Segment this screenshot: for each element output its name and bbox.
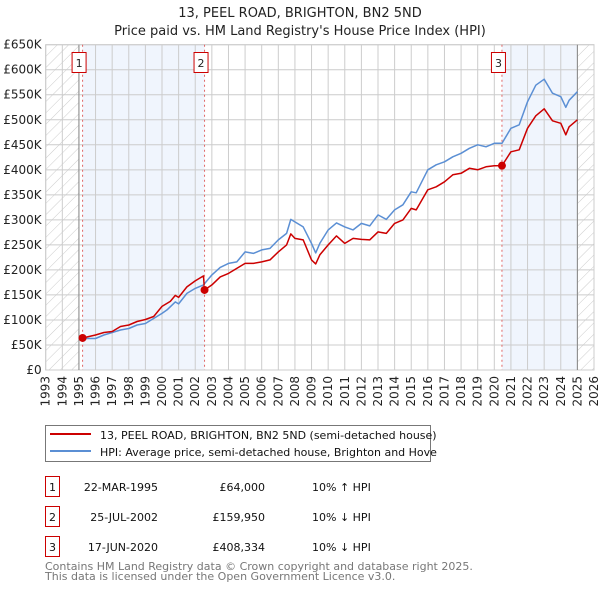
sale-date: 25-JUL-2002 <box>90 511 158 524</box>
sale-marker-box <box>193 52 209 73</box>
shaded-period <box>501 44 578 370</box>
y-tick-label: £0 <box>26 363 41 377</box>
x-tick-label: 2006 <box>255 376 269 407</box>
x-tick-label: 2014 <box>388 376 402 407</box>
y-tick-label: £150K <box>3 288 43 302</box>
x-tick-label: 2001 <box>172 376 186 407</box>
x-tick-label: 2011 <box>338 376 352 407</box>
x-tick-label: 2002 <box>188 376 202 407</box>
x-tick-label: 1994 <box>55 376 69 407</box>
x-tick-label: 2003 <box>205 376 219 407</box>
x-tick-label: 2010 <box>321 376 335 407</box>
sale-hpi-diff: 10% ↓ HPI <box>312 541 371 554</box>
sale-marker-box <box>71 52 87 73</box>
legend-box <box>45 425 431 462</box>
sale-number-box <box>45 536 60 557</box>
hatched-period <box>577 44 594 370</box>
sale-number: 1 <box>49 481 56 494</box>
x-tick-label: 2004 <box>221 376 235 407</box>
chart-title: 13, PEEL ROAD, BRIGHTON, BN2 5ND <box>178 6 422 21</box>
x-tick-label: 2013 <box>371 376 385 407</box>
footer-copyright: Contains HM Land Registry data © Crown c… <box>45 560 473 573</box>
sales-table: 1 22-MAR-1995 £64,000 10% ↑ HPI 2 25-JUL-2002… <box>45 476 371 557</box>
x-tick-label: 1996 <box>89 376 103 407</box>
x-tick-label: 2020 <box>487 376 501 407</box>
plot-border <box>45 44 595 371</box>
x-tick-label: 2012 <box>354 376 368 407</box>
y-tick-label: £600K <box>3 63 43 77</box>
y-tick-label: £550K <box>3 88 43 102</box>
y-tick-label: £400K <box>3 163 43 177</box>
y-tick-label: £650K <box>3 38 43 52</box>
sale-price: £159,950 <box>213 511 266 524</box>
x-tick-label: 2016 <box>421 376 435 407</box>
sale-price: £64,000 <box>220 481 266 494</box>
x-tick-label: 2018 <box>454 376 468 407</box>
sale-number-box <box>45 506 60 527</box>
x-tick-label: 2000 <box>155 376 169 407</box>
sale-point <box>497 161 506 170</box>
x-tick-label: 2005 <box>238 376 252 407</box>
sale-date: 22-MAR-1995 <box>84 481 158 494</box>
x-tick-label: 2026 <box>587 376 600 407</box>
x-tick-label: 2022 <box>521 376 535 407</box>
x-tick-label: 2017 <box>437 376 451 407</box>
chart-subtitle: Price paid vs. HM Land Registry's House … <box>114 24 486 39</box>
x-tick-label: 1997 <box>105 376 119 407</box>
sale-marker-label: 3 <box>495 57 502 70</box>
sale-marker-label: 1 <box>76 57 83 70</box>
legend: 13, PEEL ROAD, BRIGHTON, BN2 5ND (semi-d… <box>45 425 437 462</box>
sale-marker-box <box>490 52 506 73</box>
sale-marker-label: 2 <box>198 57 205 70</box>
y-tick-label: £450K <box>3 138 43 152</box>
y-tick-label: £500K <box>3 113 43 127</box>
shaded-period <box>82 44 205 370</box>
x-tick-label: 2025 <box>570 376 584 407</box>
sale-point <box>200 285 209 294</box>
x-tick-label: 2007 <box>271 376 285 407</box>
sale-point <box>78 333 87 342</box>
footer-licence: This data is licensed under the Open Gov… <box>44 570 395 583</box>
x-tick-label: 2009 <box>305 376 319 407</box>
x-tick-label: 2008 <box>288 376 302 407</box>
y-tick-label: £50K <box>11 338 43 352</box>
y-tick-label: £300K <box>3 213 43 227</box>
y-tick-label: £100K <box>3 313 43 327</box>
y-tick-label: £250K <box>3 238 43 252</box>
x-tick-label: 2023 <box>537 376 551 407</box>
legend-label-hpi: HPI: Average price, semi-detached house,… <box>100 446 437 459</box>
x-tick-label: 2019 <box>471 376 485 407</box>
hpi-line <box>82 78 578 340</box>
x-tick-label: 1999 <box>138 376 152 407</box>
x-tick-label: 1995 <box>72 376 86 407</box>
sale-number: 2 <box>49 511 56 524</box>
x-tick-label: 2021 <box>504 376 518 407</box>
sale-number-box <box>45 476 60 497</box>
sale-number: 3 <box>49 541 56 554</box>
sale-hpi-diff: 10% ↑ HPI <box>312 481 371 494</box>
y-tick-label: £200K <box>3 263 43 277</box>
sale-hpi-diff: 10% ↓ HPI <box>312 511 371 524</box>
x-tick-label: 1993 <box>39 376 53 407</box>
y-tick-label: £350K <box>3 188 43 202</box>
sale-date: 17-JUN-2020 <box>88 541 158 554</box>
property-price-line <box>82 108 578 339</box>
x-tick-label: 1998 <box>122 376 136 407</box>
x-tick-label: 2015 <box>404 376 418 407</box>
legend-label-property: 13, PEEL ROAD, BRIGHTON, BN2 5ND (semi-d… <box>100 429 437 442</box>
x-tick-label: 2024 <box>554 376 568 407</box>
sale-price: £408,334 <box>213 541 266 554</box>
